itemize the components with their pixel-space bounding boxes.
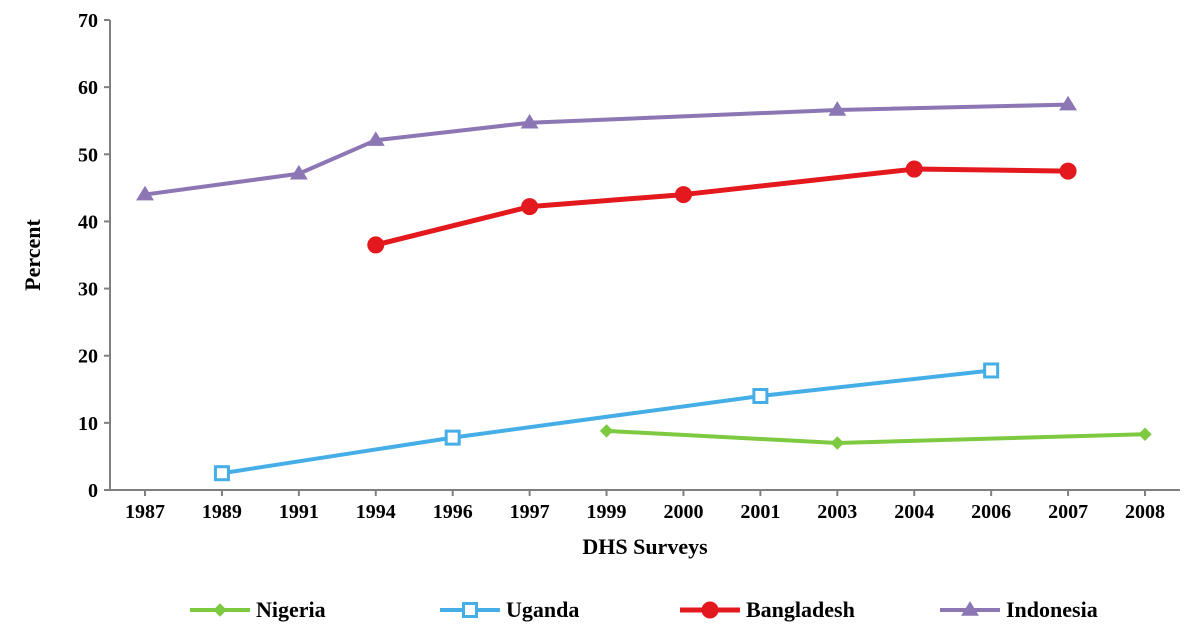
svg-text:10: 10	[78, 413, 98, 435]
svg-text:2006: 2006	[971, 501, 1011, 523]
svg-text:2000: 2000	[663, 501, 703, 523]
svg-text:1999: 1999	[587, 501, 627, 523]
svg-text:0: 0	[88, 480, 98, 502]
svg-text:2001: 2001	[740, 501, 780, 523]
svg-text:1989: 1989	[202, 501, 242, 523]
svg-text:2003: 2003	[817, 501, 857, 523]
svg-text:1996: 1996	[433, 501, 473, 523]
svg-text:30: 30	[78, 279, 98, 301]
svg-text:70: 70	[78, 10, 98, 32]
svg-text:20: 20	[78, 346, 98, 368]
svg-text:40: 40	[78, 211, 98, 233]
svg-text:2008: 2008	[1125, 501, 1165, 523]
svg-text:50: 50	[78, 144, 98, 166]
svg-text:Percent: Percent	[20, 219, 45, 291]
svg-text:Bangladesh: Bangladesh	[746, 597, 855, 622]
svg-text:1987: 1987	[125, 501, 165, 523]
svg-text:1991: 1991	[279, 501, 319, 523]
line-chart: 0 10 20 30 40 50 60 70 Percent 1987 1989 1991 1994 19…	[0, 0, 1200, 644]
svg-text:2004: 2004	[894, 501, 934, 523]
svg-text:Nigeria: Nigeria	[256, 597, 326, 622]
svg-text:DHS Surveys: DHS Surveys	[582, 534, 708, 559]
svg-text:1997: 1997	[510, 501, 550, 523]
chart-svg: 0 10 20 30 40 50 60 70 Percent 1987 1989 1991 1994 19…	[0, 0, 1200, 644]
svg-text:Uganda: Uganda	[506, 597, 579, 622]
svg-text:Indonesia: Indonesia	[1006, 597, 1098, 622]
svg-text:1994: 1994	[356, 501, 396, 523]
svg-text:60: 60	[78, 77, 98, 99]
svg-text:2007: 2007	[1048, 501, 1088, 523]
